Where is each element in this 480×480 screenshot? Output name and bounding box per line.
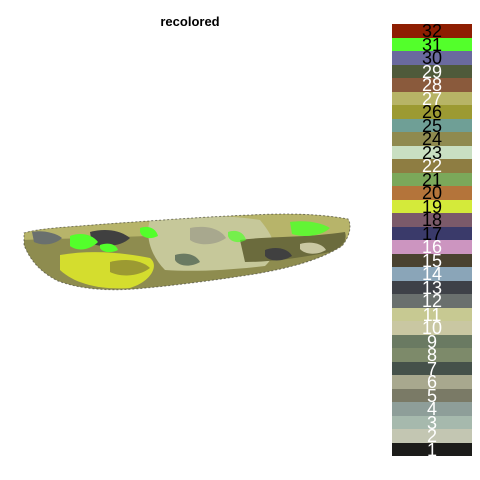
legend-swatch bbox=[392, 91, 472, 105]
legend-swatch bbox=[392, 186, 472, 200]
legend-label: 29 bbox=[421, 61, 443, 82]
legend-swatch bbox=[392, 294, 472, 308]
legend-label: 28 bbox=[421, 75, 443, 95]
legend-swatch bbox=[392, 24, 472, 38]
legend-swatch bbox=[392, 64, 472, 78]
legend-label: 8 bbox=[426, 345, 437, 365]
legend-label: 17 bbox=[421, 223, 443, 244]
legend-label: 21 bbox=[421, 169, 443, 190]
legend-swatch bbox=[392, 159, 472, 173]
color-legend: 32 31 30 29 28 27 26 25 24 23 22 21 20 19 18 17 16 15 14 13… bbox=[392, 21, 472, 460]
legend-label: 18 bbox=[421, 210, 443, 230]
legend-label: 27 bbox=[421, 88, 443, 109]
legend-swatch bbox=[392, 37, 472, 51]
page-title: recolored bbox=[160, 14, 220, 29]
legend-label: 13 bbox=[421, 277, 443, 298]
legend-label: 23 bbox=[421, 142, 443, 163]
legend-label: 9 bbox=[426, 331, 437, 352]
legend-swatch bbox=[392, 51, 472, 65]
legend-swatch bbox=[392, 145, 472, 159]
legend-label: 32 bbox=[421, 21, 443, 41]
legend-label: 25 bbox=[421, 115, 443, 136]
legend-swatch bbox=[392, 267, 472, 281]
legend-swatch bbox=[392, 307, 472, 321]
legend-swatch bbox=[392, 240, 472, 254]
legend-label: 26 bbox=[421, 102, 443, 122]
legend-label: 11 bbox=[422, 304, 442, 325]
legend-label: 22 bbox=[421, 156, 443, 176]
legend-label: 4 bbox=[426, 399, 437, 419]
legend-label: 3 bbox=[426, 412, 437, 433]
legend-swatch bbox=[392, 199, 472, 213]
legend-swatch bbox=[392, 429, 472, 443]
legend-swatch bbox=[392, 118, 472, 132]
legend-swatch bbox=[392, 172, 472, 186]
legend-label: 15 bbox=[421, 250, 443, 271]
legend-label: 1 bbox=[426, 439, 437, 460]
legend-label: 19 bbox=[421, 196, 443, 217]
legend-swatch bbox=[392, 78, 472, 92]
legend-swatch bbox=[392, 388, 472, 402]
legend-swatch bbox=[392, 361, 472, 375]
legend-label: 16 bbox=[421, 237, 443, 257]
legend-label: 20 bbox=[421, 183, 443, 203]
legend-label: 31 bbox=[421, 34, 443, 55]
legend-label: 24 bbox=[421, 129, 443, 149]
legend-swatch bbox=[392, 348, 472, 362]
legend-swatch bbox=[392, 402, 472, 416]
legend-label: 7 bbox=[426, 358, 437, 379]
legend-label: 30 bbox=[421, 48, 443, 68]
legend-swatch bbox=[392, 442, 472, 456]
legend-swatch bbox=[392, 415, 472, 429]
legend-swatch bbox=[392, 213, 472, 227]
legend-label: 14 bbox=[421, 264, 443, 284]
legend-swatch bbox=[392, 321, 472, 335]
legend-label: 5 bbox=[426, 385, 437, 406]
legend-swatch bbox=[392, 375, 472, 389]
legend-label: 2 bbox=[426, 426, 437, 446]
legend-swatch bbox=[392, 280, 472, 294]
legend-label: 10 bbox=[421, 318, 443, 338]
legend-label: 6 bbox=[426, 372, 437, 392]
legend-swatch bbox=[392, 334, 472, 348]
legend-swatch bbox=[392, 132, 472, 146]
recolored-scan-image bbox=[23, 213, 351, 291]
legend-label: 12 bbox=[421, 291, 443, 311]
legend-swatch bbox=[392, 226, 472, 240]
legend-swatch bbox=[392, 105, 472, 119]
legend-swatch bbox=[392, 253, 472, 267]
